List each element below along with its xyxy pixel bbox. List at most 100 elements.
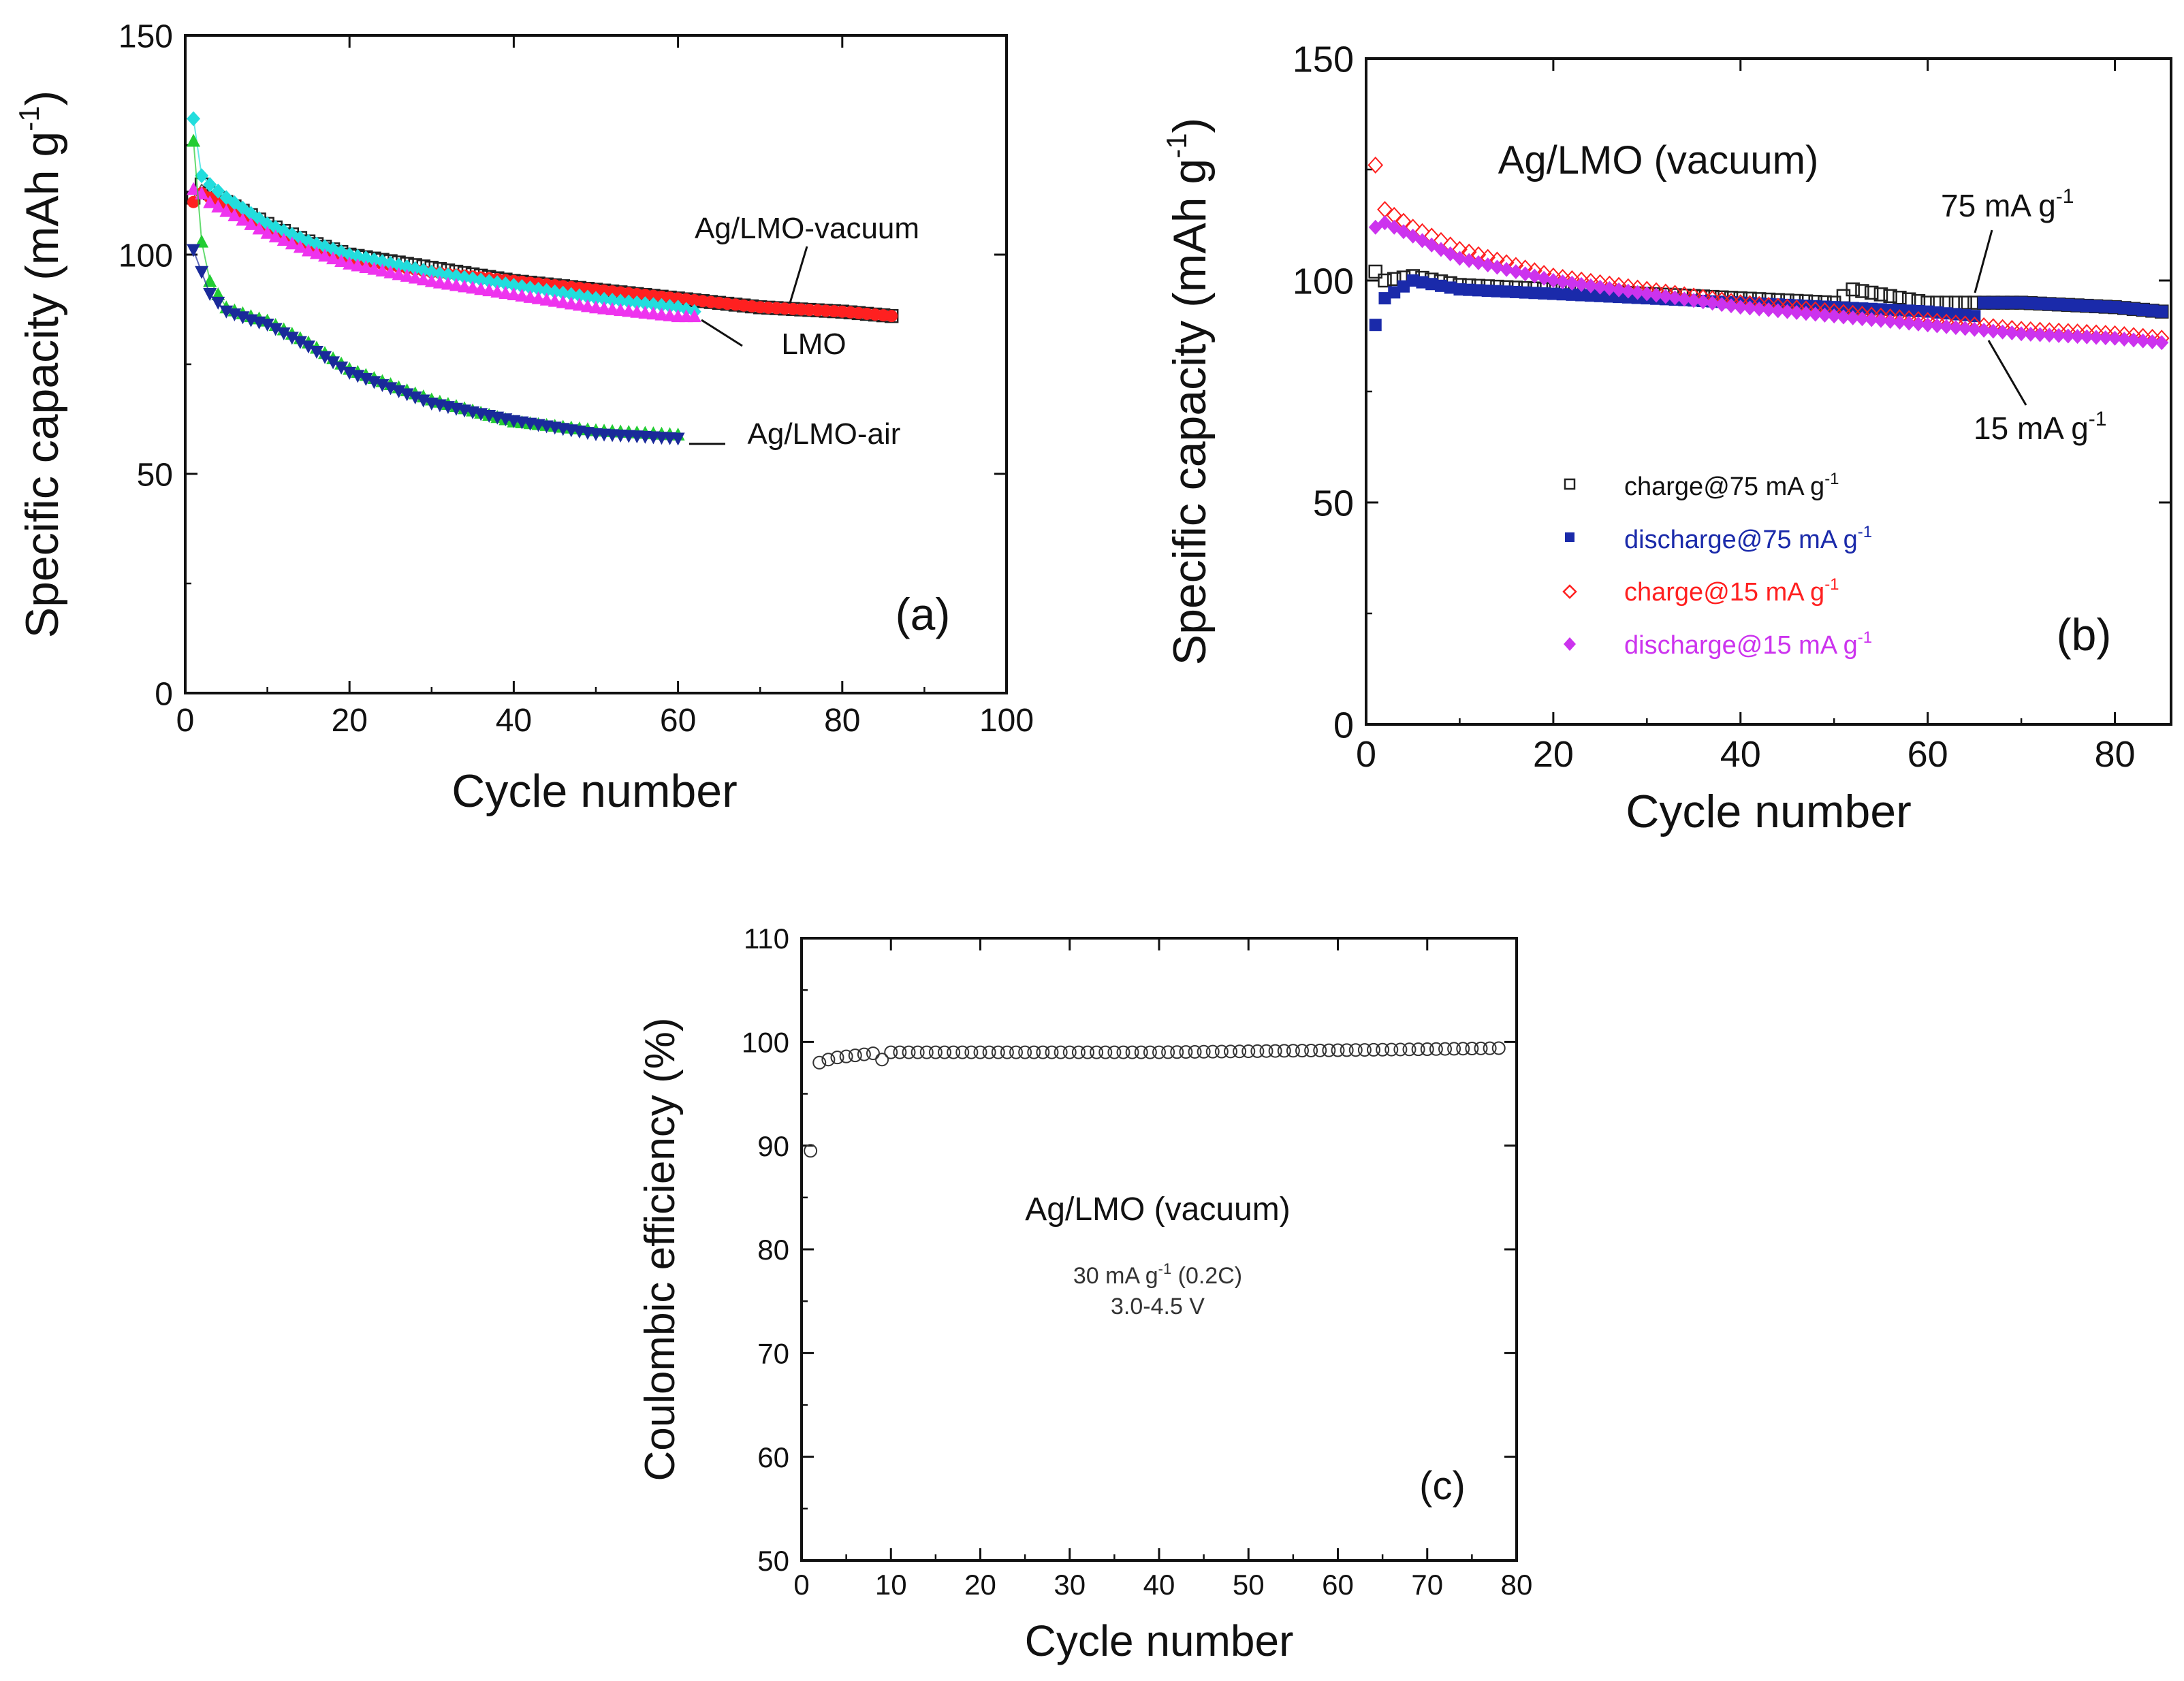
data-point <box>211 199 225 213</box>
data-point <box>2070 329 2085 345</box>
panel-a-xlabel: Cycle number <box>452 765 738 817</box>
data-point <box>1846 282 1860 297</box>
data-point <box>1893 291 1907 305</box>
data-point <box>1508 263 1523 279</box>
data-point <box>938 1045 951 1059</box>
data-point <box>1456 1042 1470 1056</box>
data-point <box>564 287 578 302</box>
data-point <box>498 286 513 300</box>
x-tick-label: 80 <box>824 703 860 739</box>
data-point <box>866 1046 880 1061</box>
data-point <box>1855 311 1869 327</box>
data-point <box>466 281 480 294</box>
data-point <box>285 332 299 345</box>
data-point <box>334 362 349 375</box>
data-point <box>1967 321 1982 337</box>
data-point <box>1948 320 1963 336</box>
data-point <box>309 345 323 359</box>
data-point <box>1152 1045 1166 1059</box>
data-point <box>1799 306 1813 321</box>
x-tick-label: 20 <box>964 1569 996 1601</box>
data-point <box>1491 1041 1506 1055</box>
data-point <box>2042 327 2057 343</box>
data-point <box>260 225 274 239</box>
data-point <box>1528 287 1541 300</box>
data-point <box>1556 288 1569 301</box>
data-point <box>1856 302 1869 315</box>
legend-marker-discharge-75 <box>1565 532 1574 542</box>
x-tick-label: 0 <box>1356 734 1376 775</box>
data-point <box>2071 299 2084 312</box>
legend-label-discharge-15-main: discharge@15 mA g <box>1624 631 1858 660</box>
data-point <box>1277 1044 1291 1058</box>
data-point <box>1668 290 1682 306</box>
data-point <box>1565 275 1579 291</box>
data-point <box>195 168 209 184</box>
data-point <box>804 1144 818 1158</box>
data-point <box>1995 324 2010 340</box>
panel-a-ylabel-main: Specific capacity (mAh g <box>16 131 68 639</box>
legend-label-discharge-15-sup: -1 <box>1858 628 1872 647</box>
legend-label-discharge-15: discharge@15 mA g-1 <box>1624 628 1872 660</box>
data-point <box>1602 281 1617 296</box>
x-tick-label: 60 <box>1322 1569 1354 1601</box>
data-point <box>1612 282 1626 298</box>
data-point <box>416 272 430 286</box>
panel-b-annotation-75-sup: -1 <box>2056 185 2074 208</box>
panel-a-ylabel-sup: -1 <box>13 106 45 131</box>
data-point <box>531 281 545 297</box>
data-point <box>1322 1043 1336 1057</box>
x-tick-label: 40 <box>1143 1569 1175 1601</box>
panel-b-title: Ag/LMO (vacuum) <box>1498 138 1819 182</box>
x-tick-label: 70 <box>1411 1569 1443 1601</box>
data-point <box>1677 291 1692 307</box>
data-point <box>1357 1043 1372 1057</box>
data-point <box>309 246 323 259</box>
data-point <box>293 336 307 349</box>
data-point <box>589 291 603 306</box>
data-point <box>211 183 225 199</box>
y-tick-label: 90 <box>757 1130 789 1162</box>
data-point <box>1566 288 1579 301</box>
data-point <box>1250 1044 1265 1058</box>
data-point <box>187 133 201 147</box>
data-point <box>646 306 661 320</box>
data-point <box>318 351 332 364</box>
data-point <box>630 295 644 310</box>
data-point <box>482 274 496 289</box>
panel-a-annotation-vacuum: Ag/LMO-vacuum <box>695 212 919 245</box>
x-tick-label: 30 <box>1054 1569 1086 1601</box>
data-point <box>458 279 472 293</box>
data-point <box>812 1055 827 1070</box>
data-point <box>911 1045 925 1059</box>
data-point <box>2080 329 2094 345</box>
data-point <box>359 260 373 274</box>
data-point <box>2136 304 2149 317</box>
data-point <box>1978 296 1991 309</box>
data-point <box>973 1045 987 1059</box>
data-point <box>1940 319 1954 334</box>
data-point <box>1883 313 1897 329</box>
data-point <box>351 258 365 272</box>
data-point <box>821 1053 836 1067</box>
data-point <box>1444 281 1457 294</box>
panel-c-frame <box>800 937 1518 1562</box>
data-point <box>1369 319 1382 332</box>
data-point <box>2099 300 2112 313</box>
data-point <box>572 288 586 304</box>
data-point <box>1188 1044 1202 1059</box>
data-point <box>928 1045 943 1059</box>
panel-b-legend: charge@75 mA g-1 discharge@75 mA g-1 cha… <box>1562 470 1872 660</box>
data-point <box>1594 289 1607 302</box>
data-point <box>1397 280 1410 293</box>
data-point <box>2146 304 2159 317</box>
data-point <box>2014 326 2029 342</box>
legend-label-charge-75-main: charge@75 mA g <box>1624 473 1824 501</box>
data-point <box>523 289 537 303</box>
data-point <box>1948 295 1963 310</box>
data-point <box>1402 1042 1417 1057</box>
data-point <box>572 298 586 311</box>
series-lmo-discharge <box>187 182 701 323</box>
panel-c-xlabel: Cycle number <box>1025 1616 1294 1665</box>
